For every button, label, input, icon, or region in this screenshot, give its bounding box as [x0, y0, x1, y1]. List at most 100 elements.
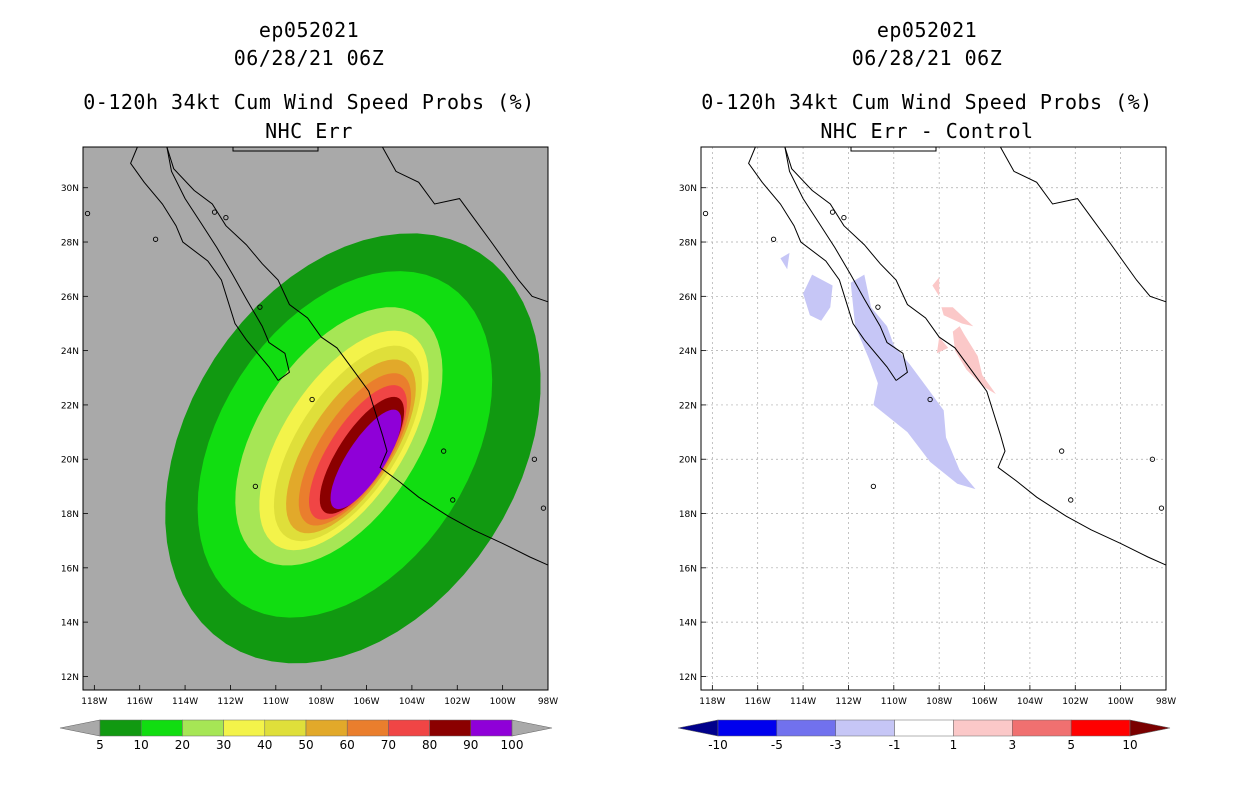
right-island — [841, 214, 847, 221]
left-island — [441, 448, 447, 454]
right-island — [870, 483, 877, 490]
right-subtitle: NHC Err - Control — [820, 119, 1034, 143]
left-lon-label: 102W — [444, 697, 470, 707]
left-lon-label: 112W — [217, 697, 243, 707]
left-colorbar-low-arrow — [59, 719, 101, 737]
right-island — [1068, 497, 1074, 503]
right-lon-label: 116W — [745, 697, 771, 707]
right-lon-label: 112W — [835, 697, 861, 707]
right-lat-label: 14N — [679, 619, 697, 629]
right-island — [875, 304, 881, 310]
left-colorbar-label: 100 — [501, 738, 524, 752]
right-lon-label: 98W — [1156, 697, 1176, 707]
left-lat-label: 28N — [61, 239, 79, 249]
left-colorbar-bin — [223, 719, 266, 737]
left-colorbar-label: 5 — [96, 738, 104, 752]
right-lon-label: 118W — [699, 697, 725, 707]
left-storm-id: ep052021 — [258, 18, 360, 42]
left-lon-label: 110W — [263, 697, 289, 707]
left-lat-label: 22N — [61, 401, 79, 411]
left-panel: ep052021 06/28/21 06Z 0-120h 34kt Cum Wi… — [83, 18, 535, 143]
right-colorbar-label: 10 — [1122, 738, 1137, 752]
right-lon-label: 106W — [971, 697, 997, 707]
left-lon-label: 104W — [399, 697, 425, 707]
left-colorbar-label: 90 — [463, 738, 478, 752]
left-lat-label: 16N — [61, 564, 79, 574]
right-lat-label: 22N — [679, 401, 697, 411]
right-lon-label: 108W — [926, 697, 952, 707]
left-colorbar-bin — [305, 719, 348, 737]
left-lat-label: 26N — [61, 293, 79, 303]
left-coastline-baja-east — [166, 146, 290, 381]
right-positive-diff-area — [941, 307, 974, 327]
left-lon-label: 100W — [490, 697, 516, 707]
right-colorbar-low-arrow — [677, 719, 719, 737]
right-lat-label: 16N — [679, 564, 697, 574]
right-island — [1158, 505, 1165, 511]
left-island — [257, 304, 263, 310]
right-colorbar-bin — [776, 719, 836, 737]
left-coastline-border — [381, 146, 549, 303]
right-lat-label: 30N — [679, 184, 697, 194]
left-map-frame — [82, 146, 549, 691]
left-island — [223, 214, 229, 221]
left-title: 0-120h 34kt Cum Wind Speed Probs (%) — [83, 90, 535, 114]
left-island — [540, 505, 547, 511]
left-colorbar-bin — [429, 719, 472, 737]
left-coastline-mainland — [166, 146, 549, 566]
right-lat-label: 26N — [679, 293, 697, 303]
right-colorbar-label: -10 — [708, 738, 728, 752]
right-positive-diff-area — [932, 277, 940, 297]
left-colorbar-label: 20 — [175, 738, 190, 752]
left-lon-label: 106W — [353, 697, 379, 707]
left-colorbar-bin — [346, 719, 389, 737]
right-lat-label: 28N — [679, 239, 697, 249]
right-island — [702, 210, 709, 217]
right-lon-label: 102W — [1062, 697, 1088, 707]
left-colorbar-label: 40 — [257, 738, 272, 752]
left-colorbar-bin — [388, 719, 430, 737]
left-lat-label: 12N — [61, 673, 79, 683]
left-datetime: 06/28/21 06Z — [233, 46, 385, 70]
left-lat-label: 24N — [61, 347, 79, 357]
right-colorbar-high-arrow — [1129, 719, 1171, 737]
right-colorbar-bin — [717, 719, 778, 737]
right-lon-label: 100W — [1108, 697, 1134, 707]
left-border-tab — [232, 147, 319, 152]
right-positive-diff-area — [952, 326, 996, 395]
right-panel: ep052021 06/28/21 06Z 0-120h 34kt Cum Wi… — [618, 0, 1236, 800]
right-lon-label: 104W — [1017, 697, 1043, 707]
right-coastline-mainland — [784, 146, 1167, 566]
right-island — [1149, 456, 1156, 462]
right-lat-label: 20N — [679, 456, 697, 466]
right-map-frame — [700, 146, 1167, 691]
right-colorbar-label: -3 — [830, 738, 842, 752]
right-colorbar-bin — [953, 719, 1013, 737]
left-lat-label: 20N — [61, 456, 79, 466]
left-colorbar-label: 60 — [340, 738, 355, 752]
left-island — [252, 483, 259, 490]
left-colorbar-label: 70 — [381, 738, 396, 752]
left-subtitle: NHC Err — [265, 119, 353, 143]
right-lat-label: 12N — [679, 673, 697, 683]
left-colorbar-label: 80 — [422, 738, 437, 752]
left-island — [211, 209, 218, 215]
left-colorbar-bin — [264, 719, 307, 737]
left-lat-label: 30N — [61, 184, 79, 194]
left-map: 30N 28N 26N 24N 22N 20N 18N 16N 14N 12N 118W 116W 11… — [59, 146, 558, 752]
left-colorbar-bin — [140, 719, 183, 737]
left-island — [84, 210, 91, 217]
right-colorbar-label: 3 — [1008, 738, 1016, 752]
left-island — [450, 497, 456, 503]
right-island — [829, 209, 836, 215]
left-lon-label: 114W — [172, 697, 198, 707]
right-datetime: 06/28/21 06Z — [851, 46, 1003, 70]
left-island — [152, 236, 159, 242]
right-island — [770, 236, 777, 242]
right-lon-label: 114W — [790, 697, 816, 707]
right-border-tab — [850, 147, 937, 152]
right-colorbar-bin — [1070, 719, 1131, 737]
left-prob-contour-90 — [330, 409, 402, 510]
right-colorbar-label: -5 — [771, 738, 783, 752]
